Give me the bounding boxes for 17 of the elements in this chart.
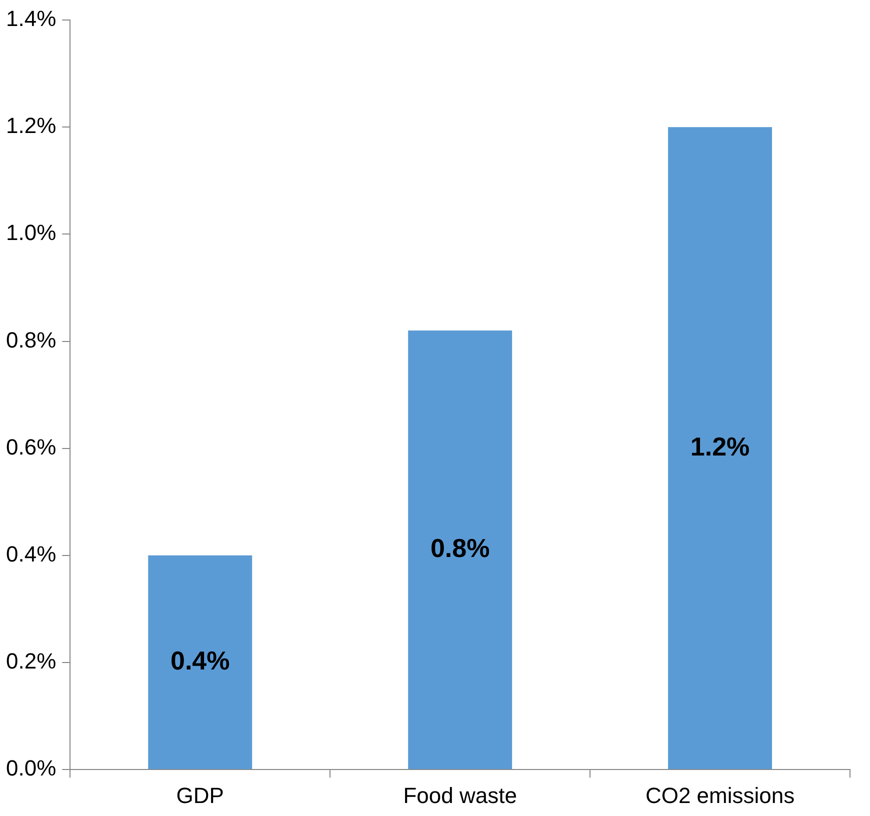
- data-label: 1.2%: [690, 431, 750, 462]
- x-tick-label: CO2 emissions: [645, 782, 795, 808]
- y-tick-label: 0.2%: [6, 648, 56, 674]
- data-label: 0.4%: [170, 645, 230, 676]
- x-tick-label: GDP: [176, 782, 224, 808]
- y-tick-label: 1.2%: [6, 113, 56, 138]
- bar: [668, 127, 772, 770]
- y-tick-label: 1.4%: [6, 6, 56, 32]
- bar: [148, 555, 252, 770]
- y-tick-label: 0.6%: [6, 434, 56, 460]
- y-tick-label: 0.4%: [6, 541, 56, 566]
- y-tick-label: 1.0%: [6, 220, 56, 246]
- y-tick-label: 0.0%: [6, 756, 56, 781]
- bar: [408, 330, 512, 770]
- data-label: 0.8%: [430, 532, 490, 563]
- y-tick-label: 0.8%: [6, 327, 56, 352]
- x-tick-label: Food waste: [403, 782, 517, 808]
